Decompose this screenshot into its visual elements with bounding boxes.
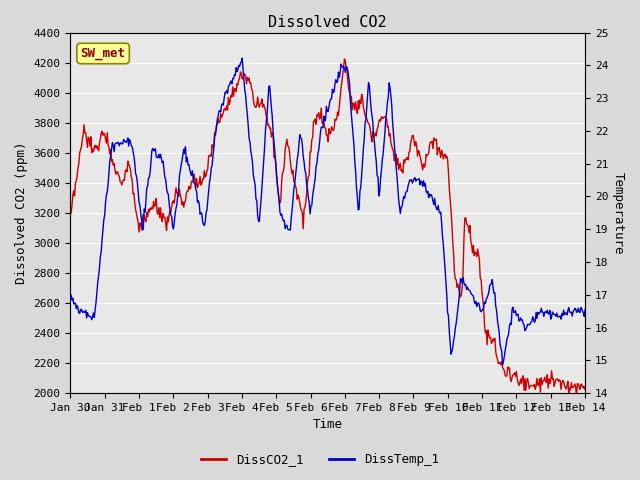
- Legend: DissCO2_1, DissTemp_1: DissCO2_1, DissTemp_1: [196, 448, 444, 471]
- X-axis label: Time: Time: [313, 419, 342, 432]
- Text: SW_met: SW_met: [81, 47, 125, 60]
- Y-axis label: Dissolved CO2 (ppm): Dissolved CO2 (ppm): [15, 142, 28, 284]
- Title: Dissolved CO2: Dissolved CO2: [268, 15, 387, 30]
- Y-axis label: Temperature: Temperature: [612, 171, 625, 254]
